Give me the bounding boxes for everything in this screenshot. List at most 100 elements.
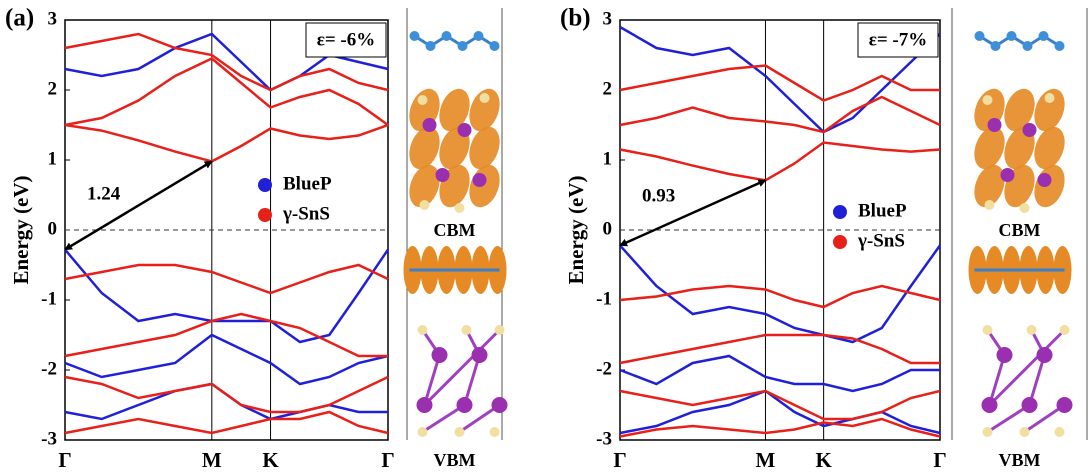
atom-p [975, 31, 985, 41]
charge-density [434, 161, 475, 212]
atom-p [1055, 41, 1065, 51]
atom-sn [1037, 347, 1053, 363]
panel-label: (a) [5, 5, 34, 32]
y-tick-label: 1 [48, 148, 58, 169]
y-axis-label: Energy (eV) [564, 175, 588, 284]
figure: -3 -2 -1 0 1 2 3 Γ M K Γ BlueP γ-SnS 1.24 ε= -6% (a) Ene… [0, 0, 1091, 475]
cbm-label: CBM [999, 220, 1041, 240]
y-tick-label: -3 [596, 428, 612, 449]
atom-s [418, 95, 428, 105]
atom-sn [1022, 397, 1038, 413]
atom-s [490, 427, 500, 437]
atom-sn [1001, 168, 1015, 182]
atom-s [985, 200, 995, 210]
x-tick-label: Γ [933, 448, 946, 472]
y-tick-label: 2 [48, 78, 58, 99]
annotation: ε= -6% [317, 29, 376, 50]
y-axis-label: Energy (eV) [9, 175, 33, 284]
legend-label: γ-SnS [282, 203, 330, 224]
band [620, 143, 940, 181]
y-tick-label: 0 [48, 218, 58, 239]
atom-sn [432, 347, 448, 363]
atom-p [442, 31, 452, 41]
atom-sn [472, 347, 488, 363]
atom-sn [417, 397, 433, 413]
x-tick-label: M [202, 448, 222, 472]
atom-s [983, 325, 993, 335]
charge-density [464, 161, 505, 212]
atom-s [1055, 427, 1065, 437]
band [620, 335, 940, 363]
atom-sn [457, 397, 473, 413]
band [65, 125, 388, 161]
atom-s [1060, 325, 1070, 335]
x-tick-label: M [756, 448, 776, 472]
atom-sn [1057, 397, 1073, 413]
atom-s [418, 325, 428, 335]
vbm-label: VBM [999, 450, 1041, 470]
legend-label: BlueP [858, 200, 907, 221]
gap-label: 1.24 [87, 183, 121, 204]
y-tick-label: 3 [603, 8, 613, 29]
legend-label: γ-SnS [857, 230, 905, 251]
band [65, 335, 388, 384]
atom-sn [1038, 173, 1052, 187]
legend-label: BlueP [283, 173, 332, 194]
y-tick-label: -2 [41, 358, 57, 379]
gap-arrow [65, 161, 212, 249]
band [620, 97, 940, 132]
panel-label: (b) [560, 5, 591, 32]
atom-s [495, 325, 505, 335]
band [65, 59, 388, 126]
atom-s [420, 200, 430, 210]
atom-p [474, 31, 484, 41]
y-tick-label: 3 [48, 8, 58, 29]
band [65, 250, 388, 342]
atom-p [1007, 31, 1017, 41]
x-tick-label: Γ [381, 448, 394, 472]
vbm-label: VBM [434, 450, 476, 470]
atom-sn [473, 173, 487, 187]
x-tick-label: K [262, 448, 279, 472]
legend-marker [258, 208, 272, 222]
y-tick-label: -3 [41, 428, 57, 449]
legend-marker [833, 205, 847, 219]
atom-sn [436, 168, 450, 182]
x-tick-label: Γ [58, 448, 71, 472]
legend-marker [258, 178, 272, 192]
annotation: ε= -7% [869, 29, 928, 50]
atom-p [1023, 41, 1033, 51]
x-tick-label: Γ [613, 448, 626, 472]
atom-p [991, 41, 1001, 51]
atom-p [458, 41, 468, 51]
atom-sn [982, 397, 998, 413]
atom-s [1020, 427, 1030, 437]
atom-s [983, 427, 993, 437]
gap-label: 0.93 [642, 185, 675, 206]
atom-p [410, 31, 420, 41]
atom-p [426, 41, 436, 51]
atom-s [462, 325, 472, 335]
atom-sn [423, 118, 437, 132]
cbm-label: CBM [434, 220, 476, 240]
atom-s [418, 427, 428, 437]
atom-s [455, 427, 465, 437]
band [65, 265, 388, 293]
y-tick-label: 2 [603, 78, 613, 99]
atom-sn [458, 123, 472, 137]
charge-density [999, 161, 1040, 212]
charge-density [1029, 161, 1070, 212]
atom-s [1027, 325, 1037, 335]
atom-s [1045, 93, 1055, 103]
x-tick-label: K [815, 448, 832, 472]
atom-s [480, 93, 490, 103]
atom-p [490, 41, 500, 51]
y-tick-label: -1 [596, 288, 612, 309]
atom-p [1039, 31, 1049, 41]
atom-s [983, 95, 993, 105]
y-tick-label: 0 [603, 218, 613, 239]
atom-sn [997, 347, 1013, 363]
y-tick-label: -1 [41, 288, 57, 309]
atom-sn [1023, 123, 1037, 137]
band [620, 66, 940, 101]
